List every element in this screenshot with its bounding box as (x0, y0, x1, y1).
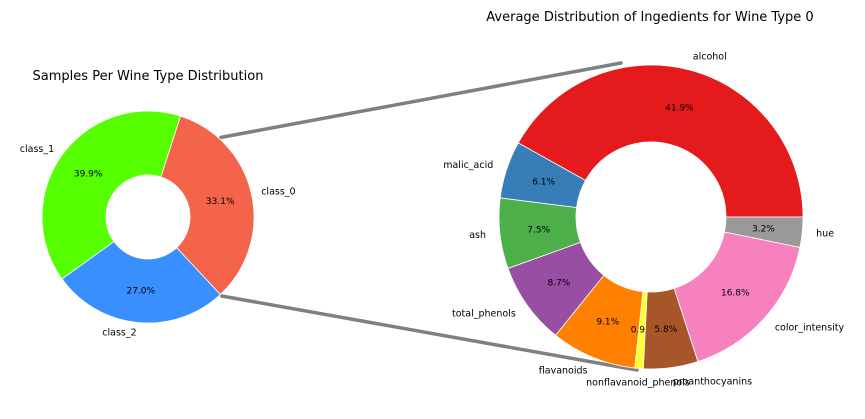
left-donut-chart: 33.1% class_0 39.9% class_1 27.0% class_2 (20, 110, 296, 338)
right-chart-title: Average Distribution of Ingedients for W… (486, 10, 813, 25)
category-label-total-phenols: total_phenols (452, 308, 516, 319)
slice-alcohol (517, 64, 804, 218)
connector-line-top (219, 61, 623, 140)
category-label-alcohol: alcohol (693, 51, 727, 62)
pct-label-proanthocyanins: 5.8% (654, 325, 677, 335)
slice-class-2 (61, 241, 221, 324)
right-donut-chart: 41.9% alcohol 6.1% malic_acid 7.5% ash 8.7% tot… (443, 51, 844, 388)
category-label-proanthocyanins: proanthocyanins (673, 377, 752, 388)
slice-hue (724, 216, 804, 248)
slice-class-0 (160, 115, 255, 296)
pct-label-total-phenols: 8.7% (548, 279, 571, 289)
pct-label-ash: 7.5% (527, 225, 550, 235)
connector-line-bottom (219, 294, 639, 372)
category-label-class-0: class_0 (261, 187, 295, 198)
pct-label-class-2: 27.0% (126, 287, 155, 297)
pct-label-color-intensity: 16.8% (721, 288, 750, 298)
category-label-class-1: class_1 (20, 144, 54, 155)
slice-color-intensity (673, 231, 801, 363)
connector-lines (219, 61, 639, 372)
pct-label-flavanoids: 9.1% (596, 317, 619, 327)
left-chart-title: Samples Per Wine Type Distribution (33, 69, 264, 84)
category-label-ash: ash (469, 230, 486, 241)
pct-label-malic-acid: 6.1% (532, 178, 555, 188)
pct-label-alcohol: 41.9% (665, 104, 694, 114)
category-label-nonflavanoid-phenols: nonflavanoid_phenols (586, 377, 690, 388)
category-label-class-2: class_2 (102, 327, 136, 338)
pct-label-class-1: 39.9% (74, 169, 103, 179)
pct-label-class-0: 33.1% (206, 197, 235, 207)
category-label-hue: hue (816, 229, 834, 240)
category-label-flavanoids: flavanoids (539, 365, 588, 376)
slice-class-1 (41, 110, 181, 280)
category-label-color-intensity: color_intensity (775, 323, 845, 334)
pct-label-hue: 3.2% (752, 224, 775, 234)
category-label-malic-acid: malic_acid (443, 160, 493, 171)
pct-label-nonflavanoid-phenols: 0.9% (631, 326, 654, 336)
